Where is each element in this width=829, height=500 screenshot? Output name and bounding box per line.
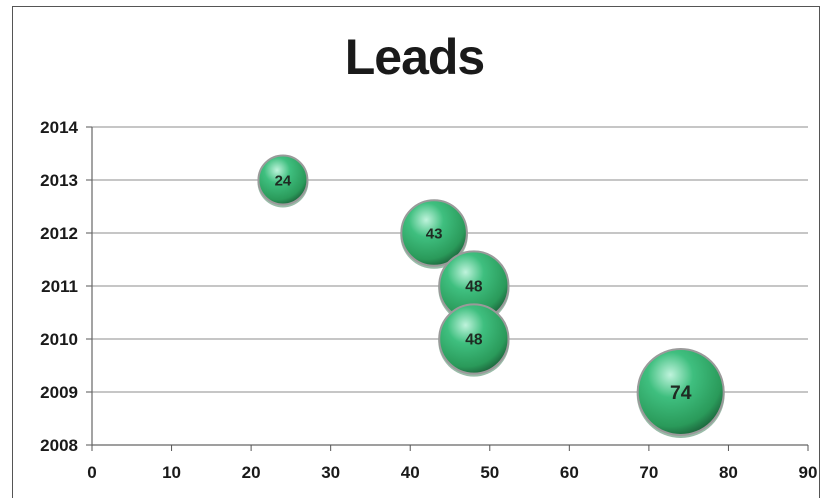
- grid-lines: [92, 126, 808, 446]
- ytick-label-2009: 2009: [40, 383, 78, 402]
- ytick-label-2014: 2014: [40, 118, 78, 137]
- bubble-value-label: 24: [275, 172, 292, 189]
- bubble-5: 74: [636, 348, 725, 438]
- chart-title: Leads: [344, 29, 486, 85]
- ytick-label-2010: 2010: [40, 330, 78, 349]
- xtick-label-50: 50: [480, 463, 499, 482]
- bubbles: 24 43 48 48 74: [257, 154, 725, 438]
- x-tick-labels: 0 10 20 30 40 50 60 70 80 90: [87, 463, 817, 482]
- xtick-label-80: 80: [719, 463, 738, 482]
- bubble-4: 48: [438, 303, 510, 377]
- ytick-label-2012: 2012: [40, 224, 78, 243]
- bubble-circle: [400, 199, 468, 267]
- xtick-label-30: 30: [321, 463, 340, 482]
- xtick-label-10: 10: [162, 463, 181, 482]
- xtick-label-0: 0: [87, 463, 96, 482]
- bubble-2: 43: [400, 199, 468, 269]
- bubble-circle: [636, 348, 725, 436]
- bubble-1: 24: [257, 154, 309, 208]
- axes: [86, 126, 809, 451]
- bubble-circle: [438, 303, 510, 375]
- xtick-label-90: 90: [799, 463, 818, 482]
- ytick-label-2011: 2011: [41, 277, 78, 296]
- bubble-3: 48: [438, 250, 510, 324]
- xtick-label-60: 60: [560, 463, 579, 482]
- y-tick-labels: 2008 2009 2010 2011 2012 2013 2014: [40, 118, 78, 455]
- bubble-value-label: 48: [465, 279, 483, 296]
- bubble-value-label: 43: [426, 225, 443, 242]
- xtick-label-40: 40: [401, 463, 420, 482]
- bubble-circle: [257, 154, 309, 206]
- xtick-label-70: 70: [639, 463, 658, 482]
- ytick-label-2013: 2013: [40, 171, 78, 190]
- bubble-value-label: 48: [465, 332, 483, 349]
- bubble-value-label: 74: [670, 382, 692, 404]
- ytick-label-2008: 2008: [40, 436, 78, 455]
- xtick-label-20: 20: [242, 463, 261, 482]
